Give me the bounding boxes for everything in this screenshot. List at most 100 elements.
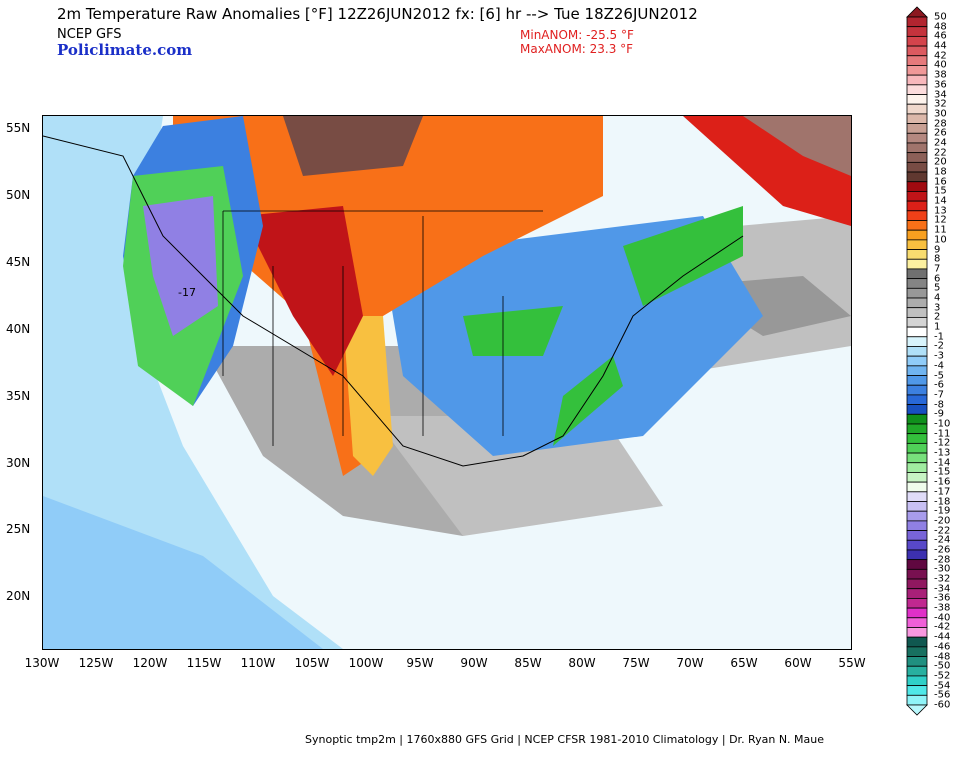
lon-label: 60W: [784, 656, 812, 670]
lat-label: 20N: [6, 589, 31, 604]
west-coldest: [143, 196, 218, 336]
colorbar-label: -26: [934, 544, 951, 556]
colorbar-label: -40: [934, 612, 951, 624]
colorbar-label: 11: [934, 224, 947, 236]
colorbar-swatch: [906, 336, 928, 347]
colorbar-swatch: [906, 375, 928, 386]
lat-label: 25N: [6, 522, 31, 537]
colorbar-swatch: [906, 491, 928, 502]
lon-label: 95W: [406, 656, 434, 670]
colorbar-label: -48: [934, 651, 951, 663]
colorbar-label: 6: [934, 273, 941, 285]
colorbar-swatch: [906, 442, 928, 454]
colorbar-swatch: [906, 346, 928, 357]
colorbar-swatch: [906, 636, 928, 648]
colorbar-swatch: [906, 94, 928, 105]
colorbar-swatch: [906, 617, 928, 628]
map-title: 2m Temperature Raw Anomalies [°F] 12Z26J…: [57, 5, 698, 23]
lat-label: 40N: [6, 321, 31, 336]
colorbar-label: 28: [934, 118, 947, 130]
colorbar-label: 2: [934, 311, 941, 323]
gulf-gray: [373, 416, 663, 536]
colorbar-label: -60: [934, 699, 951, 711]
colorbar-swatch: [906, 462, 928, 473]
colorbar-swatch: [906, 394, 928, 406]
colorbar-label: -30: [934, 563, 951, 575]
max-anomaly: MaxANOM: 23.3 °F: [520, 42, 634, 56]
plains-warm-streak: [343, 316, 393, 476]
canada-hot: [283, 116, 423, 176]
lon-label: 75W: [622, 656, 650, 670]
colorbar-label: -18: [934, 496, 951, 507]
colorbar-label: -7: [934, 389, 944, 401]
colorbar-label: -17: [934, 486, 951, 498]
lon-label: 110W: [240, 656, 276, 670]
colorbar-label: -38: [934, 602, 951, 614]
colorbar-label: 9: [934, 244, 941, 256]
colorbar-label: -42: [934, 621, 951, 633]
colorbar-swatch: [906, 433, 928, 444]
colorbar-swatch: [906, 103, 928, 115]
colorbar-label: -52: [934, 670, 951, 682]
colorbar-swatch: [906, 627, 928, 638]
map-field: -17: [42, 116, 851, 649]
colorbar-swatch: [906, 404, 928, 415]
colorbar-swatch: [906, 161, 928, 173]
colorbar-swatch: [906, 84, 928, 95]
colorbar-label: -54: [934, 680, 951, 692]
colorbar-label: -11: [934, 428, 951, 440]
colorbar-label: 46: [934, 30, 947, 42]
colorbar-label: 14: [934, 195, 947, 207]
pacific-cooler: [43, 496, 323, 649]
colorbar-label: -1: [934, 331, 944, 343]
colorbar-label: -20: [934, 515, 951, 527]
colorbar-swatch: [906, 287, 928, 299]
colorbar-swatch: [906, 501, 928, 512]
colorbar-label: -14: [934, 457, 951, 469]
colorbar-swatch: [906, 55, 928, 66]
contour-label: -17: [178, 286, 196, 299]
colorbar-swatch: [906, 268, 928, 280]
colorbar-label: -2: [934, 340, 944, 352]
colorbar-swatch: [906, 384, 928, 396]
colorbar-swatch: [906, 239, 928, 250]
colorbar-label: 50: [934, 11, 947, 23]
colorbar-label: 8: [934, 253, 941, 265]
colorbar-swatch: [906, 355, 928, 367]
colorbar-swatch: [906, 549, 928, 561]
lon-label: 105W: [294, 656, 330, 670]
colorbar-bottom-arrow: [906, 704, 928, 716]
colorbar-label: -8: [934, 399, 944, 411]
lat-label: 50N: [6, 187, 31, 202]
colorbar-swatch: [906, 316, 928, 328]
colorbar-swatch: [906, 229, 928, 241]
colorbar-swatch: [906, 171, 928, 183]
colorbar-swatch: [906, 65, 928, 76]
carolinas-cool-core: [553, 356, 623, 446]
colorbar-label: 32: [934, 98, 947, 110]
colorbar-swatch: [906, 423, 928, 435]
colorbar-label: -24: [934, 534, 951, 546]
colorbar-label: 18: [934, 166, 947, 178]
min-anomaly: MinANOM: -25.5 °F: [520, 28, 634, 42]
colorbar-swatch: [906, 568, 928, 580]
colorbar-label: -34: [934, 583, 951, 595]
colorbar-label: 48: [934, 21, 947, 33]
colorbar-swatch: [906, 191, 928, 202]
colorbar-label: -4: [934, 360, 944, 372]
site-logo: Policlimate.com: [57, 41, 193, 59]
colorbar-label: 26: [934, 127, 947, 139]
colorbar-legend: 50 48 46 44 42 40 38 36 34 32 30 28 26 24 22 20 18 16 15 14…: [906, 0, 956, 767]
colorbar-swatch: [906, 413, 928, 425]
colorbar-label: 16: [934, 176, 947, 188]
colorbar-label: -15: [934, 466, 951, 478]
lon-label: 70W: [676, 656, 704, 670]
colorbar-label: -28: [934, 554, 951, 566]
quebec-hot: [743, 116, 851, 176]
model-name: NCEP GFS: [57, 27, 122, 42]
lon-label: 80W: [568, 656, 596, 670]
colorbar-label: -32: [934, 573, 951, 585]
lat-label: 55N: [6, 121, 31, 135]
colorbar-label: 42: [934, 50, 947, 62]
colorbar-swatch: [906, 559, 928, 570]
